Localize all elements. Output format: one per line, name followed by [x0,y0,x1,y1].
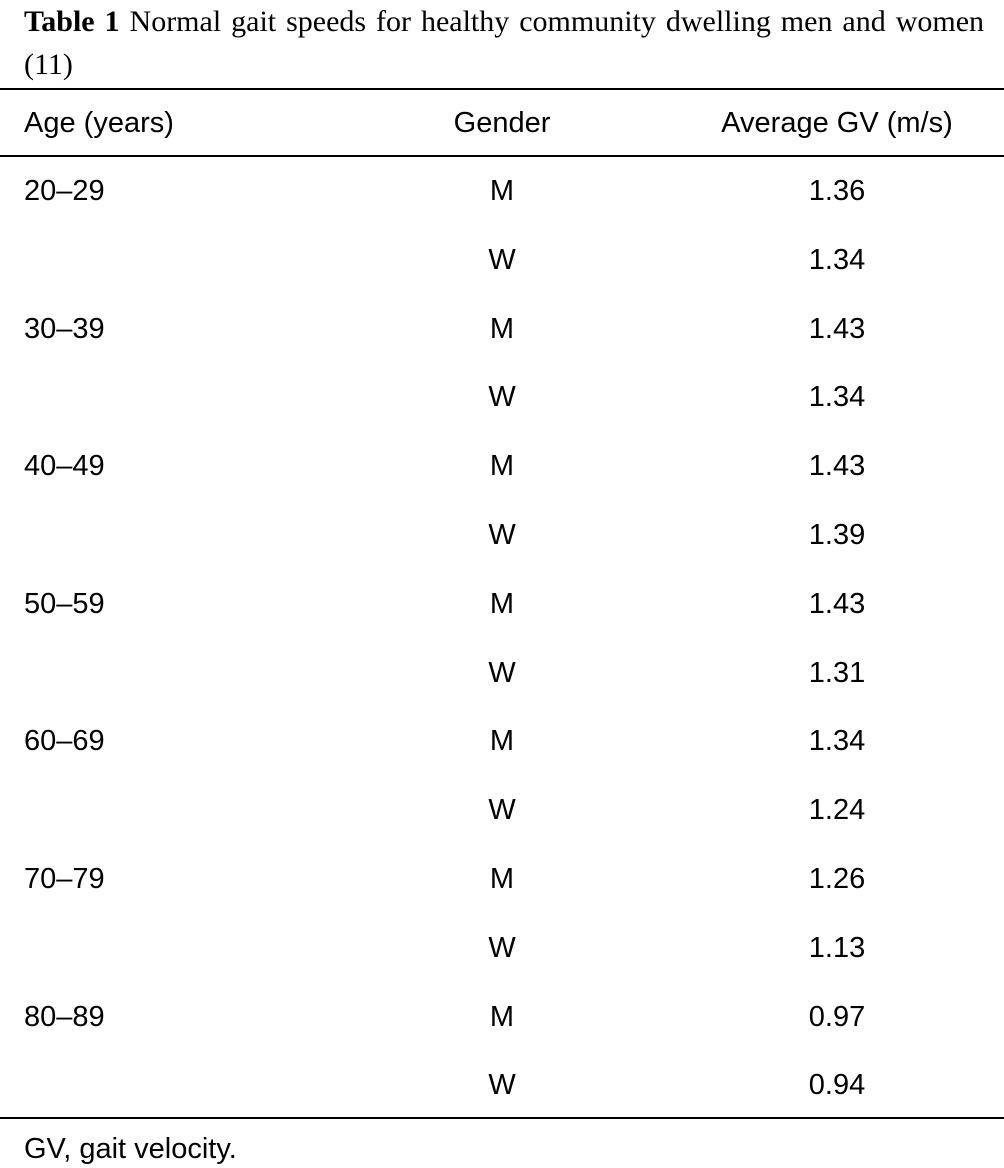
cell-gender: M [489,863,515,895]
cell-age: 60–69 [24,725,105,757]
table-label: Table 1 [24,5,120,38]
cell-age: 40–49 [24,450,105,482]
cell-average-gv: 1.34 [808,725,866,757]
cell-average-gv: 1.36 [808,175,866,207]
cell-age: 80–89 [24,1001,105,1033]
cell-gender: W [488,794,516,826]
table-caption: Table 1 Normal gait speeds for healthy c… [24,0,984,86]
cell-average-gv: 1.34 [808,244,866,276]
header-rule [0,155,1004,157]
cell-gender: W [488,519,516,551]
cell-average-gv: 1.43 [808,450,866,482]
cell-average-gv: 1.26 [808,863,866,895]
cell-average-gv: 1.34 [808,381,866,413]
table-footnote: GV, gait velocity. [24,1133,237,1165]
header-age: Age (years) [24,107,174,139]
top-rule [0,88,1004,90]
cell-average-gv: 1.43 [808,588,866,620]
table-title: Normal gait speeds for healthy community… [24,5,985,81]
cell-average-gv: 1.24 [808,794,866,826]
cell-age: 50–59 [24,588,105,620]
cell-age: 20–29 [24,175,105,207]
cell-age: 30–39 [24,313,105,345]
cell-gender: W [488,381,516,413]
cell-gender: W [488,932,516,964]
cell-gender: M [489,725,515,757]
cell-gender: W [488,1069,516,1101]
cell-average-gv: 1.31 [808,657,866,689]
bottom-rule [0,1117,1004,1119]
cell-gender: M [489,1001,515,1033]
cell-gender: W [488,657,516,689]
cell-average-gv: 0.97 [808,1001,866,1033]
cell-gender: M [489,175,515,207]
cell-gender: W [488,244,516,276]
cell-gender: M [489,588,515,620]
cell-average-gv: 1.39 [808,519,866,551]
cell-gender: M [489,450,515,482]
cell-average-gv: 0.94 [808,1069,866,1101]
cell-age: 70–79 [24,863,105,895]
header-gender: Gender [453,107,551,139]
header-average-gv: Average GV (m/s) [721,107,953,139]
cell-gender: M [489,313,515,345]
cell-average-gv: 1.13 [808,932,866,964]
cell-average-gv: 1.43 [808,313,866,345]
